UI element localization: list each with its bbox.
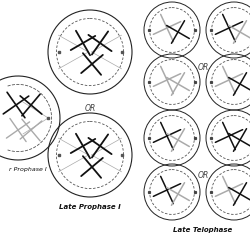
Text: OR: OR [198,63,208,72]
Text: OR: OR [84,104,96,113]
Text: Late Telophase: Late Telophase [174,227,233,233]
Text: OR: OR [198,171,208,180]
Text: r Prophase I: r Prophase I [9,167,47,172]
Text: Late Prophase I: Late Prophase I [59,204,121,210]
